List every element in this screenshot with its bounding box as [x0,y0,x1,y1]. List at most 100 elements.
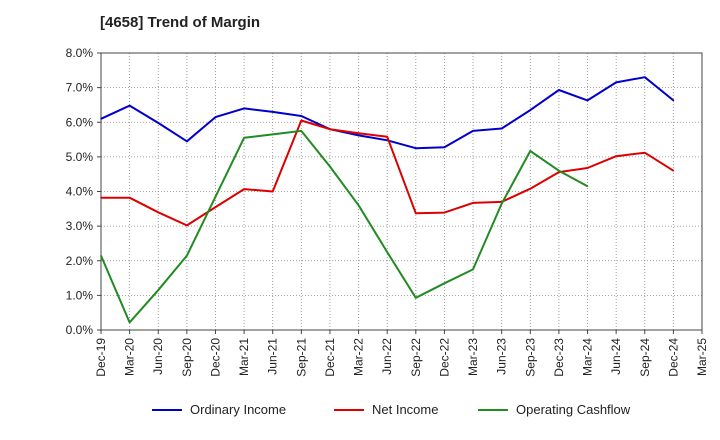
data-point-net-income [214,206,217,208]
data-point-ordinary-income [643,76,646,79]
data-point-operating-cashflow [386,251,388,253]
data-point-net-income [472,202,474,204]
data-point-operating-cashflow [443,282,446,285]
data-point-ordinary-income [357,134,360,137]
data-point-ordinary-income [586,99,589,102]
data-point-operating-cashflow [500,202,503,205]
data-point-net-income [100,196,102,199]
data-point-net-income [529,187,532,190]
x-tick-label: Sep-21 [294,338,308,377]
data-point-ordinary-income [300,115,303,117]
data-point-operating-cashflow [472,268,474,271]
data-point-operating-cashflow [300,130,303,132]
x-tick-label: Mar-22 [352,338,366,376]
x-tick-label: Dec-21 [323,338,337,377]
data-point-net-income [271,190,274,193]
data-point-ordinary-income [500,127,503,130]
data-point-operating-cashflow [214,195,217,198]
series-line-operating-cashflow [100,129,588,324]
y-tick-label: 2.0% [66,254,94,268]
x-tick-label: Jun-21 [266,338,280,375]
legend-swatch-ordinary-income [152,408,182,411]
data-point-net-income [643,151,646,154]
data-point-operating-cashflow [243,137,245,139]
line-chart: 0.0% 1.0% 2.0% 3.0% 4.0% 5.0% 6.0% 7.0% 8.0% Dec-… [66,46,709,377]
data-point-operating-cashflow [271,133,274,136]
x-tick-label: Sep-24 [638,338,652,377]
data-point-net-income [128,196,131,199]
legend-label-operating-cashflow: Operating Cashflow [516,402,631,417]
y-tick-label: 6.0% [66,115,94,129]
data-point-operating-cashflow [186,254,188,257]
legend-label-ordinary-income: Ordinary Income [190,402,287,417]
x-tick-label: Dec-22 [437,338,451,377]
data-point-ordinary-income [472,130,474,132]
data-point-ordinary-income [443,146,446,148]
y-tick-label: 1.0% [66,288,94,302]
data-point-ordinary-income [243,107,245,110]
data-point-net-income [300,119,303,122]
data-point-net-income [443,211,446,214]
y-tick-label: 4.0% [66,185,94,199]
data-point-ordinary-income [100,117,102,120]
data-point-operating-cashflow [586,185,589,188]
x-tick-label: Jun-22 [380,338,394,375]
data-point-operating-cashflow [558,169,560,172]
data-point-net-income [386,135,388,138]
data-point-net-income [672,169,675,172]
data-point-ordinary-income [271,111,274,113]
x-tick-label: Dec-20 [208,338,222,377]
data-point-operating-cashflow [329,165,331,168]
data-point-operating-cashflow [157,289,160,291]
x-tick-label: Jun-23 [495,338,509,375]
x-tick-label: Dec-19 [94,338,108,377]
x-tick-label: Dec-24 [666,338,680,377]
x-tick-label: Mar-20 [123,338,137,376]
y-tick-label: 8.0% [66,46,94,60]
y-tick-label: 5.0% [66,150,94,164]
chart-title: [4658] Trend of Margin [100,14,261,31]
legend-item-net-income: Net Income [334,402,438,417]
data-point-net-income [357,132,360,135]
y-tick-label: 7.0% [66,81,94,95]
x-tick-label: Mar-21 [237,338,251,376]
data-point-operating-cashflow [357,204,360,207]
data-point-net-income [615,155,617,157]
data-point-ordinary-income [214,116,217,118]
y-tick-label: 3.0% [66,219,94,233]
x-tick-label: Sep-22 [409,338,423,377]
data-point-operating-cashflow [415,296,417,299]
data-point-ordinary-income [615,81,617,84]
data-point-net-income [186,224,188,227]
legend-swatch-net-income [334,408,364,411]
data-point-ordinary-income [157,122,160,124]
x-tick-label: Mar-24 [581,338,595,376]
data-point-ordinary-income [128,104,131,107]
data-point-ordinary-income [558,89,560,91]
x-tick-label: Mar-23 [466,338,480,376]
data-point-net-income [243,188,245,190]
x-tick-label: Dec-23 [552,338,566,377]
data-point-operating-cashflow [128,321,131,324]
x-tick-label: Jun-24 [609,338,623,375]
x-tick-label: Jun-20 [151,338,165,375]
x-tick-label: Sep-20 [180,338,194,377]
data-point-net-income [329,128,331,130]
legend-swatch-operating-cashflow [478,408,508,411]
legend-item-operating-cashflow: Operating Cashflow [478,402,630,417]
data-point-operating-cashflow [100,254,102,257]
data-point-ordinary-income [529,109,532,111]
x-tick-label: Sep-23 [523,338,537,377]
data-point-ordinary-income [186,140,188,143]
data-point-net-income [157,211,160,214]
x-tick-label: Mar-25 [695,338,709,376]
legend-label-net-income: Net Income [372,402,439,417]
data-point-net-income [586,167,589,169]
data-point-ordinary-income [415,147,417,150]
y-tick-label: 0.0% [66,323,94,337]
data-point-ordinary-income [672,99,675,102]
data-point-net-income [415,212,417,215]
legend: Ordinary Income Net Income Operating Cas… [0,402,720,426]
legend-item-ordinary-income: Ordinary Income [152,402,286,417]
